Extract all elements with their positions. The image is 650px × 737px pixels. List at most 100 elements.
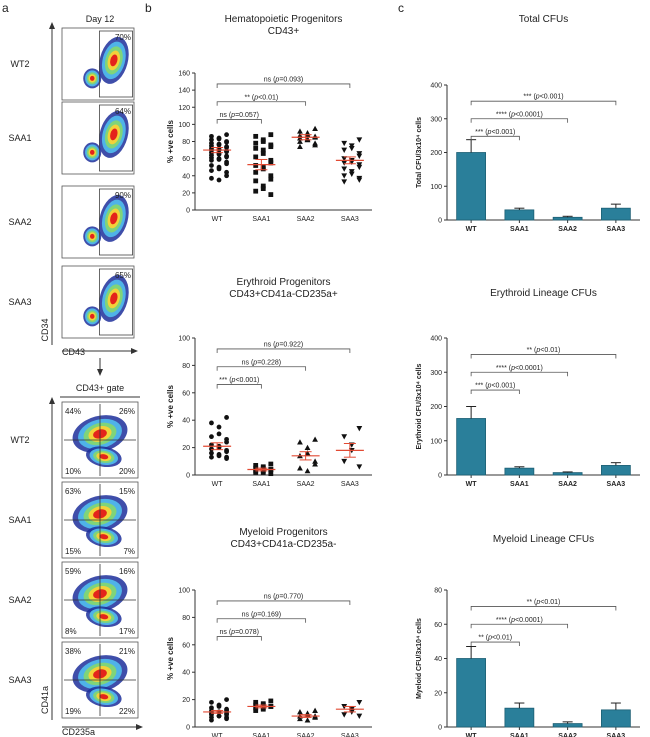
y-tick-label: 300 bbox=[430, 370, 442, 377]
data-point bbox=[341, 166, 348, 172]
x-tick-label: WT bbox=[466, 226, 478, 233]
x-tick-label: SAA1 bbox=[510, 481, 529, 488]
x-tick-label: WT bbox=[466, 733, 478, 737]
significance-label: ns (p=0.093) bbox=[264, 76, 304, 83]
cd34-axis-label: CD34 bbox=[40, 318, 50, 341]
significance-label: ** (p<0.01) bbox=[245, 94, 279, 101]
facs-population-lower-layer bbox=[99, 454, 109, 460]
facs-population-lower-layer bbox=[99, 614, 109, 620]
significance-label: *** (p<0.001) bbox=[523, 94, 563, 101]
cd43-axis-arrow bbox=[131, 348, 138, 354]
data-point bbox=[209, 699, 214, 705]
x-tick-label: WT bbox=[212, 733, 224, 737]
bar bbox=[504, 467, 535, 476]
significance-bracket bbox=[216, 618, 307, 623]
data-point bbox=[209, 133, 214, 139]
data-point bbox=[209, 446, 214, 452]
x-tick-label: SAA2 bbox=[297, 216, 315, 223]
data-point bbox=[356, 177, 363, 183]
facs-gate bbox=[99, 188, 133, 256]
bar bbox=[552, 216, 583, 221]
y-tick-label: 60 bbox=[182, 642, 190, 649]
bar bbox=[552, 472, 583, 476]
data-point bbox=[216, 704, 222, 709]
data-point bbox=[224, 145, 229, 150]
data-point bbox=[312, 707, 318, 713]
facs-top-plot: 70% bbox=[61, 27, 135, 101]
x-tick-label: SAA3 bbox=[341, 733, 359, 737]
x-tick-label: SAA2 bbox=[558, 226, 577, 233]
data-point bbox=[260, 147, 266, 153]
facs-population-secondary-layer bbox=[89, 75, 95, 81]
facs-bottom-plot: 44% 26% 10% 20% bbox=[61, 401, 139, 479]
data-point bbox=[297, 465, 303, 471]
data-point bbox=[356, 464, 363, 470]
quadrant-lr: 22% bbox=[119, 707, 135, 716]
x-tick-label: WT bbox=[212, 481, 224, 488]
data-point bbox=[304, 467, 311, 474]
significance-label: ** (p<0.01) bbox=[527, 347, 561, 354]
y-tick-label: 100 bbox=[430, 438, 442, 445]
significance-label: **** (p<0.0001) bbox=[496, 365, 543, 372]
quadrant-ur: 15% bbox=[119, 487, 135, 496]
data-point bbox=[253, 699, 259, 705]
data-point bbox=[341, 173, 348, 179]
data-point bbox=[260, 166, 266, 172]
cd43-axis-label: CD43 bbox=[62, 347, 85, 357]
data-point bbox=[297, 709, 303, 715]
bar bbox=[504, 707, 535, 728]
cd41a-axis-label: CD41a bbox=[40, 686, 50, 714]
quadrant-ur: 21% bbox=[119, 647, 135, 656]
facs-population-secondary-layer bbox=[89, 313, 95, 319]
data-point bbox=[224, 173, 229, 179]
y-tick-label: 300 bbox=[430, 116, 442, 123]
data-point bbox=[209, 717, 214, 723]
significance-bracket bbox=[470, 371, 569, 377]
quadrant-ur: 16% bbox=[119, 567, 135, 576]
y-tick-label: 20 bbox=[182, 445, 190, 452]
data-point bbox=[260, 151, 266, 156]
panel-letter-b: b bbox=[145, 1, 152, 15]
x-tick-label: SAA2 bbox=[297, 733, 315, 737]
significance-bracket bbox=[470, 118, 569, 123]
data-point bbox=[341, 147, 348, 153]
data-point bbox=[348, 145, 355, 152]
data-point bbox=[216, 424, 222, 430]
significance-label: *** (p<0.001) bbox=[475, 129, 515, 136]
data-point bbox=[209, 163, 214, 168]
data-point bbox=[209, 168, 214, 174]
x-tick-label: SAA3 bbox=[341, 481, 359, 488]
y-tick-label: 40 bbox=[434, 656, 442, 663]
significance-label: *** (p<0.001) bbox=[475, 383, 515, 390]
data-point bbox=[341, 179, 348, 185]
significance-bracket bbox=[216, 366, 307, 371]
x-tick-label: SAA3 bbox=[607, 481, 626, 488]
bar bbox=[456, 152, 486, 221]
y-tick-label: 40 bbox=[182, 173, 190, 180]
y-tick-label: 140 bbox=[178, 88, 190, 95]
facs-gate bbox=[99, 268, 133, 336]
data-point bbox=[253, 133, 259, 139]
quadrant-ll: 8% bbox=[65, 627, 77, 636]
significance-bracket bbox=[216, 636, 262, 641]
quadrant-ul: 63% bbox=[65, 487, 81, 496]
data-point bbox=[356, 426, 363, 432]
data-point bbox=[224, 456, 229, 461]
facs-population-layer bbox=[110, 292, 118, 305]
significance-bracket bbox=[470, 135, 520, 141]
x-tick-label: SAA3 bbox=[607, 226, 626, 233]
y-axis-label: Erythroid CFU/3x10⁴ cells bbox=[416, 363, 423, 449]
significance-bracket bbox=[470, 389, 520, 395]
y-tick-label: 80 bbox=[182, 363, 190, 370]
significance-bracket bbox=[470, 606, 617, 611]
facs-top-plot: 90% bbox=[61, 185, 135, 259]
chart-title: Hematopoietic Progenitors bbox=[225, 14, 343, 25]
data-point bbox=[260, 183, 266, 189]
facs-population-secondary-layer bbox=[89, 149, 95, 155]
data-point bbox=[224, 169, 229, 175]
data-point bbox=[216, 713, 222, 719]
quadrant-ul: 38% bbox=[65, 647, 81, 656]
y-tick-label: 60 bbox=[434, 622, 442, 629]
chart-c2: Erythroid Lineage CFUs 0 100 200 300 400 Eryth… bbox=[416, 288, 640, 488]
